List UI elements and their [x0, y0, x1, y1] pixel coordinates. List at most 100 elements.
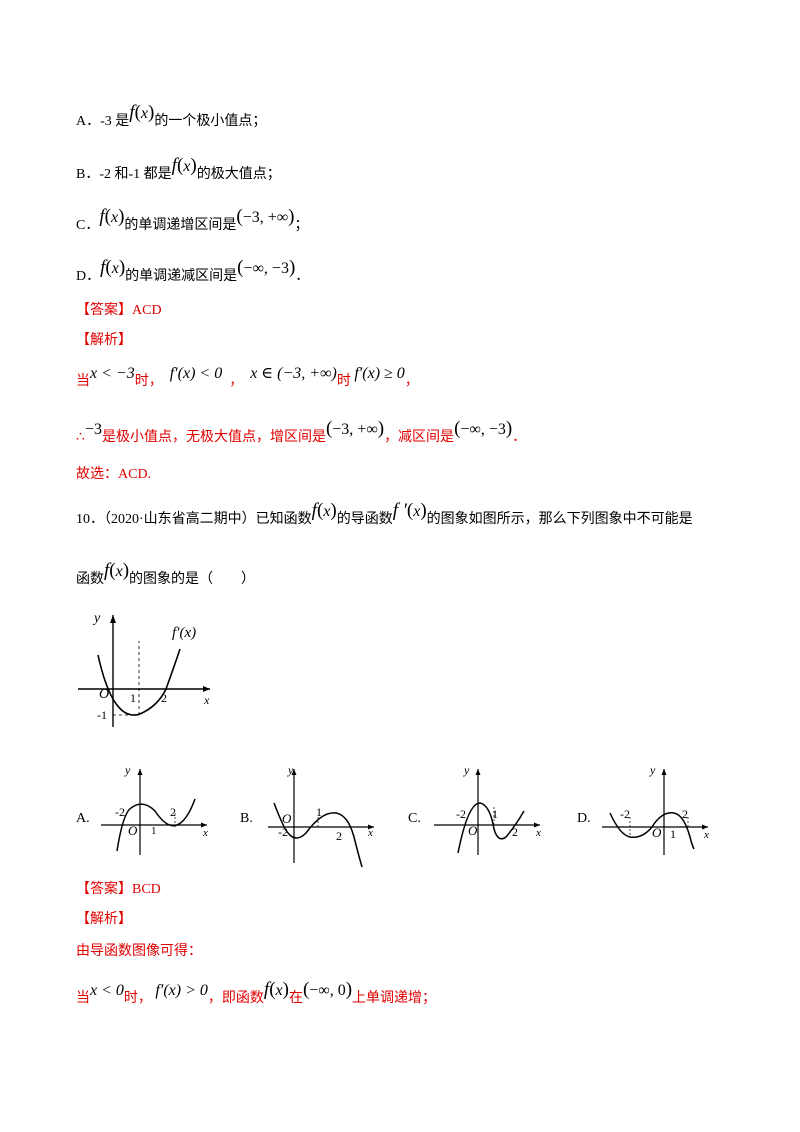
choice-d-origin: O	[652, 825, 662, 840]
option-a-pre: -3 是	[100, 114, 130, 129]
sol10-int: −∞, 0	[309, 982, 346, 999]
sol9-set: x ∈ (−3, +∞)	[250, 365, 337, 382]
answer-10-value: BCD	[132, 882, 161, 897]
option-d-label: D．	[76, 269, 101, 284]
choice-a-x: x	[203, 827, 208, 839]
choice-a-tick-2: 2	[170, 805, 176, 819]
option-c-label: C．	[76, 218, 100, 233]
choice-c-x: x	[536, 827, 541, 839]
answer-9-value: ACD	[132, 303, 162, 318]
sol9-text: 是极小值点，无极大值点，增区间是	[101, 430, 326, 445]
q10-fpx-arg: x	[413, 503, 421, 520]
option-d-mid: 的单调递减区间是	[125, 269, 238, 284]
choice-a-tick-neg2: -2	[115, 805, 125, 819]
choice-a-y: y	[125, 763, 131, 777]
sol9-dec: −∞, −3	[460, 421, 506, 438]
q10-l2-post: 的图象的是（ ）	[129, 572, 256, 587]
option-b-post: 的极大值点；	[196, 167, 281, 182]
sol9-inc: −3, +∞	[332, 421, 378, 438]
option-d-fx-arg: x	[111, 260, 119, 277]
sol10-shi: 时，	[123, 991, 152, 1006]
choice-b-x: x	[368, 827, 373, 839]
solution-9-line-3: 故选：ACD.	[76, 467, 152, 482]
sol9-val: −3	[84, 421, 102, 438]
sol10-text: ，即函数	[207, 991, 264, 1006]
graph-main-tick-2: 2	[161, 691, 167, 705]
option-a-fx-arg: x	[140, 105, 149, 122]
sol10-cond: x < 0	[90, 982, 124, 999]
option-c: C．f(x)的单调递增区间是(−3, +∞)；	[76, 206, 309, 233]
q10-src: （2020·山东省高二期中）已知函数	[104, 512, 312, 527]
solution-10-line-1: 由导函数图像可得：	[76, 944, 202, 959]
sol9-deriv: f′(x) < 0	[169, 365, 223, 382]
graph-main-x-label: x	[204, 693, 210, 707]
solution-10-tag: 【解析】	[76, 912, 132, 927]
choice-a-tick-1: 1	[151, 825, 157, 837]
sol10-in: 在	[288, 991, 303, 1006]
q10-l2-fx: f	[104, 560, 110, 581]
sol10-when: 当	[76, 991, 90, 1006]
choice-b-tick-neg2: -2	[278, 825, 288, 839]
sol9-text2: ，减区间是	[384, 430, 455, 445]
answer-9-tag: 【答案】	[76, 303, 132, 318]
q10-fx-arg: x	[323, 503, 331, 520]
option-a-post: 的一个极小值点；	[154, 114, 267, 129]
choice-d-tick-1: 1	[670, 827, 676, 841]
answer-10-tag: 【答案】	[76, 882, 132, 897]
answer-9: 【答案】ACD	[76, 304, 162, 318]
sol9-shi2: 时	[336, 374, 351, 389]
solution-9-tag: 【解析】	[76, 333, 132, 348]
choice-b-tick-1: 1	[316, 805, 322, 819]
solution-9-line-1: 当x < −3时， f′(x) < 0 ， x ∈ (−3, +∞)时 f′(x…	[76, 366, 419, 389]
option-d-end: ．	[295, 269, 310, 284]
graph-main-y-label: y	[94, 611, 101, 626]
q10-l2-pre: 函数	[76, 572, 104, 587]
graph-main-curve-label: f′(x)	[172, 625, 197, 641]
choice-a-label: A.	[76, 811, 90, 826]
option-a-fx: f	[129, 102, 135, 123]
question-10-line-2: 函数f(x)的图象的是（ ）	[76, 560, 256, 587]
q10-num: 10．	[76, 512, 104, 527]
q10-l2-fx-arg: x	[115, 563, 123, 580]
option-c-fx-arg: x	[110, 209, 119, 226]
choice-c-origin: O	[468, 823, 478, 838]
q10-end: 的图象如图所示，那么下列图象中不可能是	[426, 512, 693, 527]
q10-fpx: f ′	[392, 500, 407, 521]
choice-a-origin: O	[128, 823, 138, 838]
derivative-graph: y x O 1 2 -1 f′(x)	[70, 605, 230, 735]
option-b: B．-2 和-1 都是f(x)的极大值点；	[76, 155, 281, 182]
option-d-fx: f	[100, 257, 106, 278]
option-c-fx: f	[99, 206, 105, 227]
choice-d-y: y	[650, 763, 656, 777]
choice-b-tick-2: 2	[336, 829, 342, 843]
sol10-end: 上单调递增；	[352, 991, 437, 1006]
solution-9-line-2: ∴−3是极小值点，无极大值点，增区间是(−3, +∞)，减区间是(−∞, −3)…	[76, 418, 527, 445]
option-b-label: B．	[76, 167, 100, 182]
sol9-end: ，	[404, 374, 419, 389]
choice-c-label: C.	[408, 811, 421, 826]
choice-d-label: D.	[577, 811, 591, 826]
question-10: 10．（2020·山东省高二期中）已知函数f(x)的导函数f ′(x)的图象如图…	[76, 500, 693, 527]
sol9-deriv2: f′(x) ≥ 0	[354, 365, 405, 382]
answer-10: 【答案】BCD	[76, 883, 161, 897]
choice-c-tick-1: 1	[492, 807, 498, 821]
option-c-end: ；	[294, 218, 309, 233]
sol9-comma: ，	[229, 374, 244, 389]
therefore-symbol: ∴	[76, 430, 85, 445]
option-d: D．f(x)的单调递减区间是(−∞, −3)．	[76, 257, 310, 284]
option-b-fx: f	[171, 155, 177, 176]
choice-c-tick-2: 2	[512, 825, 518, 839]
sol9-when: 当	[76, 374, 90, 389]
choice-d-x: x	[704, 829, 709, 841]
choice-b-y: y	[288, 763, 294, 777]
sol9-shi: 时，	[134, 374, 163, 389]
option-c-interval: −3, +∞	[242, 209, 289, 226]
sol10-deriv: f′(x) > 0	[155, 982, 208, 999]
q10-fx: f	[311, 500, 317, 521]
choice-c-graph: y x -2 O 1 2	[428, 763, 548, 858]
option-b-pre: -2 和-1 都是	[99, 167, 172, 182]
sol10-fx: f	[263, 979, 270, 1000]
graph-main-tick-neg1: -1	[97, 708, 107, 722]
choice-c-y: y	[464, 763, 470, 777]
choice-d-tick-neg2: -2	[620, 807, 630, 821]
